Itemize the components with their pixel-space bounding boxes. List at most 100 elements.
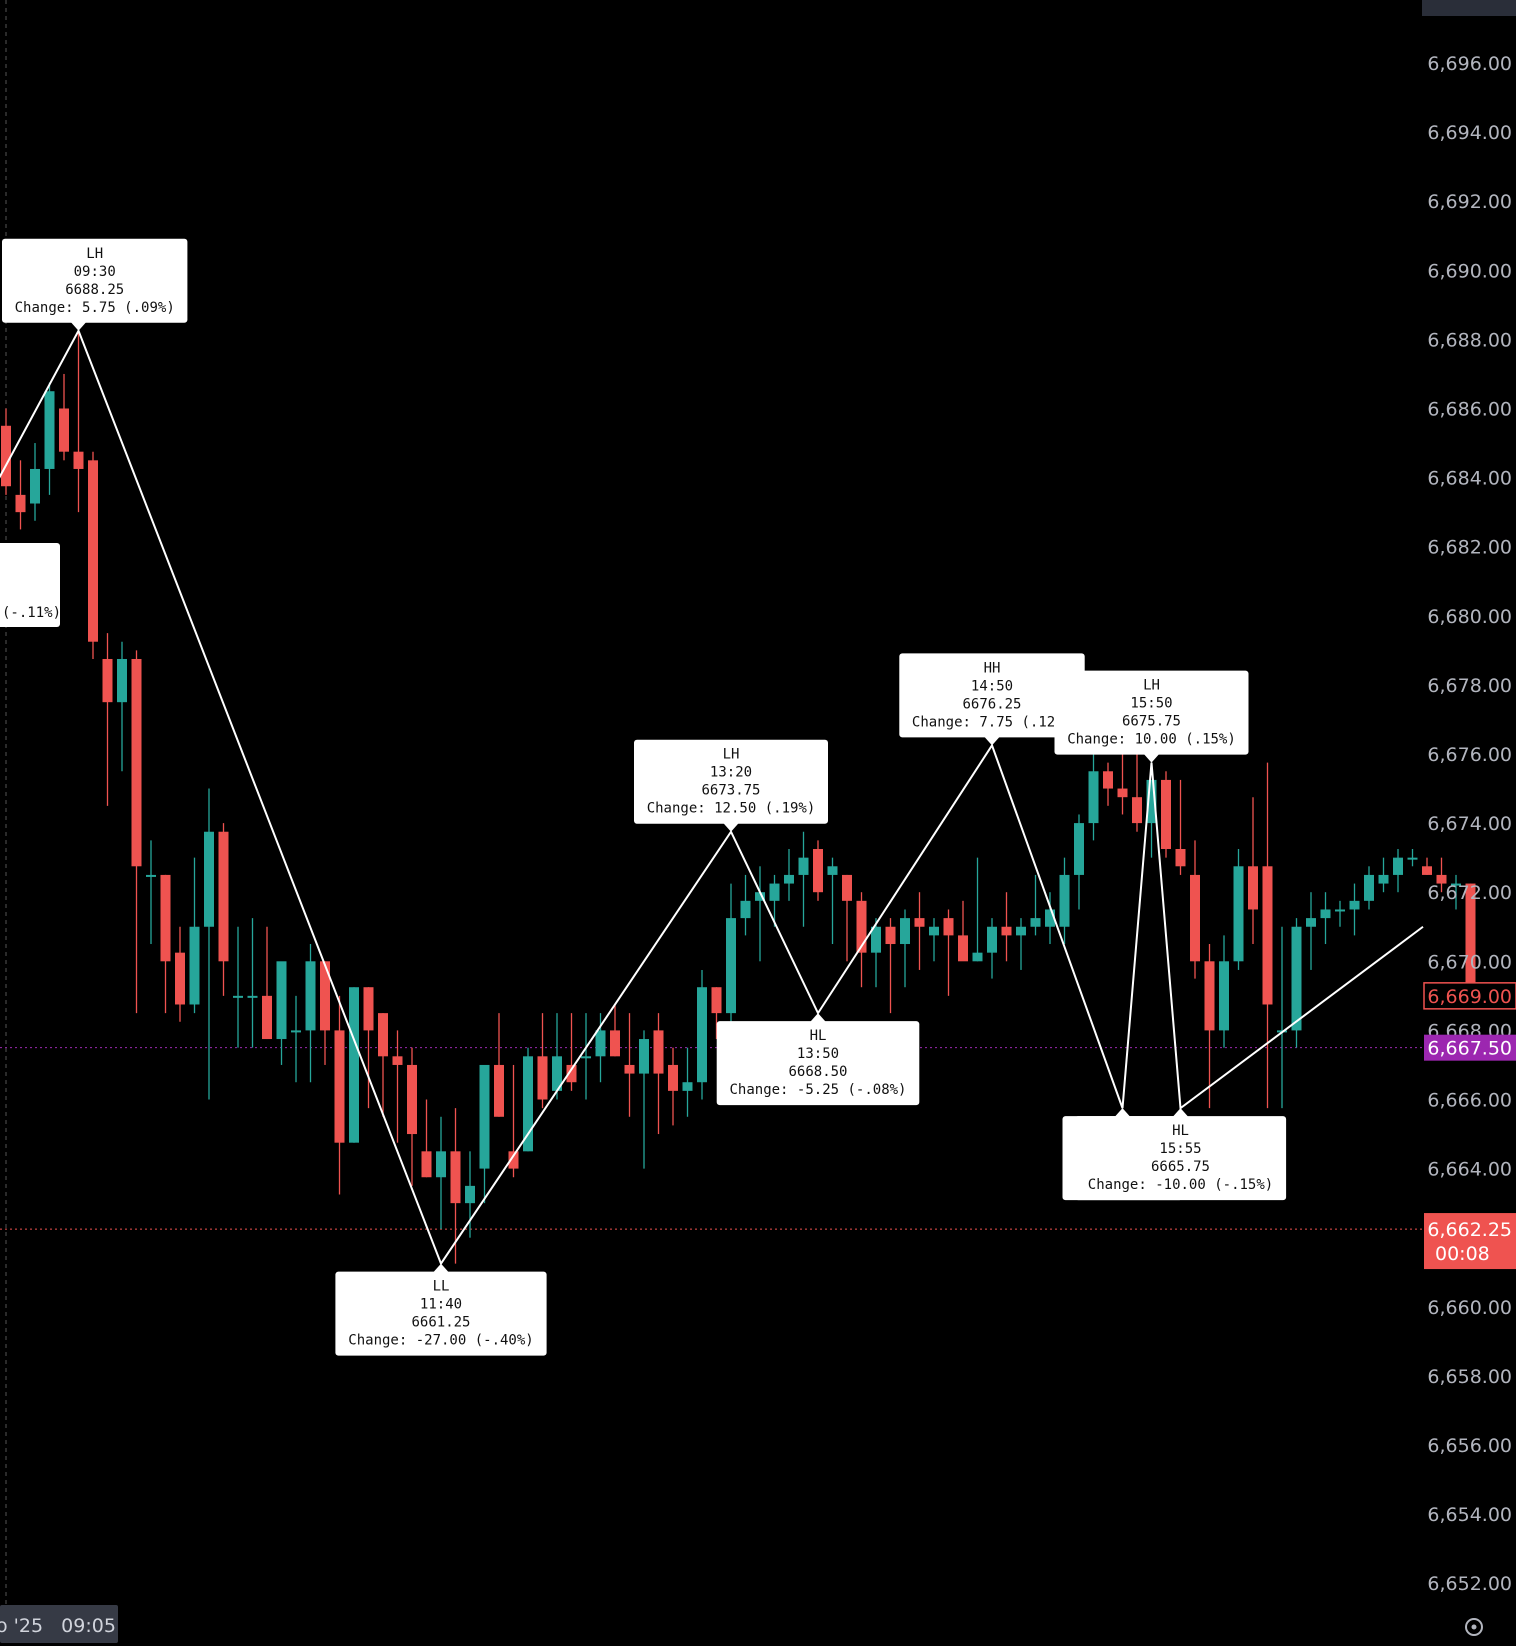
candle-body: [755, 892, 765, 901]
pivot-change: Change: 7.75 (.12%): [912, 714, 1072, 730]
pivot-time: 14:50: [971, 678, 1013, 694]
candle: [987, 918, 997, 979]
candle-body: [1248, 866, 1258, 910]
candle: [291, 995, 301, 1083]
pivot-label-partial: (-.11%): [0, 543, 61, 627]
settings-icon[interactable]: [1465, 1618, 1483, 1636]
candle-body: [392, 1056, 403, 1065]
candle: [871, 918, 881, 988]
pivot-label-box: [335, 1271, 547, 1356]
pivot-label-hl[interactable]: HL 15:55 6665.75 Change: -10.00 (-.15%): [1074, 1108, 1287, 1201]
candle-body: [813, 849, 823, 893]
candle-body: [1262, 866, 1273, 1005]
candle: [146, 840, 156, 945]
candle-body: [711, 987, 722, 1014]
candle-body: [740, 900, 751, 919]
candle: [900, 909, 910, 988]
candle: [726, 883, 736, 1022]
candle: [1132, 745, 1142, 832]
price-tag-1: 6,667.50: [1424, 1034, 1516, 1061]
candle: [1248, 797, 1258, 945]
candle: [1030, 874, 1041, 936]
candle: [1335, 900, 1345, 927]
candles-layer: [1, 330, 1476, 1264]
pivot-label-lh[interactable]: LH 13:20 6673.75 Change: 12.50 (.19%): [634, 739, 828, 832]
pivot-change: Change: 5.75 (.09%): [15, 300, 175, 316]
candle: [305, 944, 316, 1083]
y-tick-label-top-partial: [1422, 0, 1516, 16]
candle-body: [1233, 866, 1244, 962]
candle-body: [1291, 926, 1302, 1031]
pivot-label-lh[interactable]: LH 15:50 6675.75 Change: 10.00 (.15%): [1054, 670, 1249, 763]
candle: [798, 831, 809, 927]
candle: [1291, 918, 1302, 1048]
candle-body: [247, 995, 258, 998]
candle: [1161, 771, 1171, 858]
pivot-label: LL: [433, 1279, 450, 1295]
price-tag-0: 6,669.00: [1423, 982, 1516, 1010]
pivot-pointer: [1172, 1108, 1189, 1118]
pivot-label-box: [1074, 1116, 1287, 1201]
y-tick-label: 6,686.00: [1427, 399, 1512, 421]
pivot-label: LH: [1143, 678, 1160, 694]
candle: [160, 874, 171, 1014]
price-tag-label: 6,669.00: [1427, 986, 1512, 1008]
price-tag-countdown: 00:08: [1435, 1243, 1490, 1265]
candle: [581, 1013, 591, 1100]
candle: [537, 1013, 548, 1109]
candle-body: [697, 987, 707, 1083]
candle: [943, 909, 954, 996]
candle-body: [465, 1185, 475, 1204]
candle: [30, 443, 40, 521]
candle: [1103, 762, 1113, 806]
candle-body: [1161, 779, 1171, 850]
candle-body: [784, 874, 794, 884]
price-tag-label: 6,662.25: [1427, 1219, 1512, 1241]
candle: [885, 918, 896, 1014]
candle: [436, 1116, 446, 1230]
candle: [1146, 779, 1157, 858]
pivot-label-lh[interactable]: LH 09:30 6688.25 Change: 5.75 (.09%): [2, 238, 188, 331]
candle: [204, 788, 214, 1100]
candle: [1, 408, 11, 495]
pivot-pointer: [1114, 1108, 1131, 1118]
candle-body: [1422, 866, 1432, 875]
pivot-change: Change: -5.25 (-.08%): [729, 1082, 906, 1098]
pivot-label-ll[interactable]: LL 11:40 6661.25 Change: -27.00 (-.40%): [335, 1263, 547, 1356]
y-tick-label: 6,680.00: [1427, 606, 1512, 628]
candle-body: [552, 1056, 562, 1091]
candle-body: [1190, 874, 1200, 962]
candle-body: [421, 1151, 432, 1178]
candle-body: [987, 926, 997, 953]
pivot-label-hh[interactable]: HH 14:50 6676.25 Change: 7.75 (.12%): [899, 653, 1085, 746]
candle: [88, 451, 98, 659]
pivot-change: Change: -10.00 (-.15%): [1088, 1177, 1273, 1193]
candle-body: [175, 952, 185, 1005]
pivot-price: 6688.25: [65, 282, 124, 298]
y-tick-label: 6,678.00: [1427, 675, 1512, 697]
candle: [1407, 849, 1418, 867]
pivot-price: 6673.75: [701, 783, 760, 799]
candle-body: [1016, 926, 1026, 936]
y-tick-label: 6,660.00: [1427, 1297, 1512, 1319]
candle: [378, 1013, 388, 1117]
candle-body: [1146, 779, 1157, 824]
candle-body: [1219, 961, 1229, 1031]
pivot-time: 13:50: [797, 1046, 839, 1062]
candle-body: [769, 883, 780, 901]
pivot-label-box: [716, 1021, 920, 1106]
y-tick-label: 6,658.00: [1427, 1366, 1512, 1388]
pivot-label-hl[interactable]: HL 13:50 6668.50 Change: -5.25 (-.08%): [716, 1013, 920, 1106]
candle: [15, 460, 26, 530]
candle-body: [436, 1151, 446, 1178]
y-tick-label: 6,696.00: [1427, 53, 1512, 75]
candle: [421, 1099, 432, 1178]
pivot-label: LH: [86, 246, 103, 262]
candle-body: [102, 658, 113, 703]
candle-body: [291, 1030, 301, 1033]
candle-body: [44, 391, 55, 469]
pivot-label-box: [634, 739, 828, 824]
price-axis[interactable]: 6,696.00 6,694.00 6,692.00 6,690.00 6,688.00…: [1422, 0, 1516, 1595]
pivot-price: 6676.25: [962, 696, 1021, 712]
